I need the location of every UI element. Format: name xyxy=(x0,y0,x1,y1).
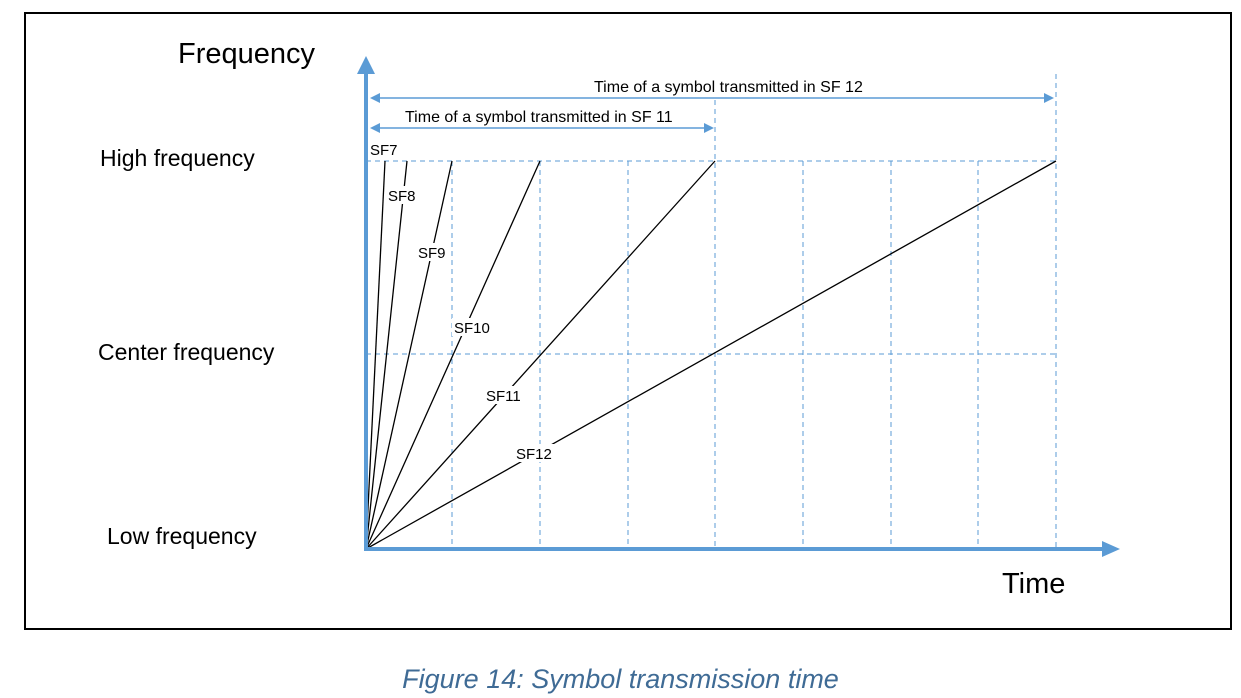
chirp-label-sf9: SF9 xyxy=(418,245,446,262)
chirp-label-sf7: SF7 xyxy=(370,142,398,159)
chirp-lines xyxy=(365,160,1057,550)
span-arrow-sf12-left-head xyxy=(370,93,380,103)
y-axis-arrowhead xyxy=(357,56,375,74)
figure-caption: Figure 14: Symbol transmission time xyxy=(402,664,839,694)
chirp-labels: SF7 SF8 SF9 SF10 SF11 SF12 xyxy=(368,140,556,463)
chirp-label-sf10: SF10 xyxy=(454,320,490,337)
x-axis-title: Time xyxy=(1002,568,1065,600)
level-label-center: Center frequency xyxy=(98,339,275,365)
grid xyxy=(366,74,1057,549)
chirp-line-sf8 xyxy=(365,160,408,550)
chirp-label-sf12: SF12 xyxy=(516,446,552,463)
span-arrow-sf11-left-head xyxy=(370,123,380,133)
chirp-line-sf9 xyxy=(365,160,453,550)
span-arrow-sf12-right-head xyxy=(1044,93,1054,103)
chirp-line-sf11 xyxy=(365,160,716,550)
span-arrows xyxy=(370,93,1054,133)
span-arrow-sf11-right-head xyxy=(704,123,714,133)
axes xyxy=(357,56,1120,557)
figure-frame xyxy=(24,12,1232,630)
chirp-label-sf8: SF8 xyxy=(388,188,416,205)
chirp-line-sf7 xyxy=(365,160,386,550)
chirp-line-sf10 xyxy=(365,160,541,550)
x-axis-arrowhead xyxy=(1102,541,1120,557)
span-label-sf11: Time of a symbol transmitted in SF 11 xyxy=(405,109,673,126)
chirp-label-sf11: SF11 xyxy=(486,388,521,405)
chirp-line-sf12 xyxy=(365,160,1057,550)
span-label-sf12: Time of a symbol transmitted in SF 12 xyxy=(594,79,863,96)
level-label-high: High frequency xyxy=(100,145,255,171)
level-label-low: Low frequency xyxy=(107,523,257,549)
y-axis-title: Frequency xyxy=(178,38,316,70)
